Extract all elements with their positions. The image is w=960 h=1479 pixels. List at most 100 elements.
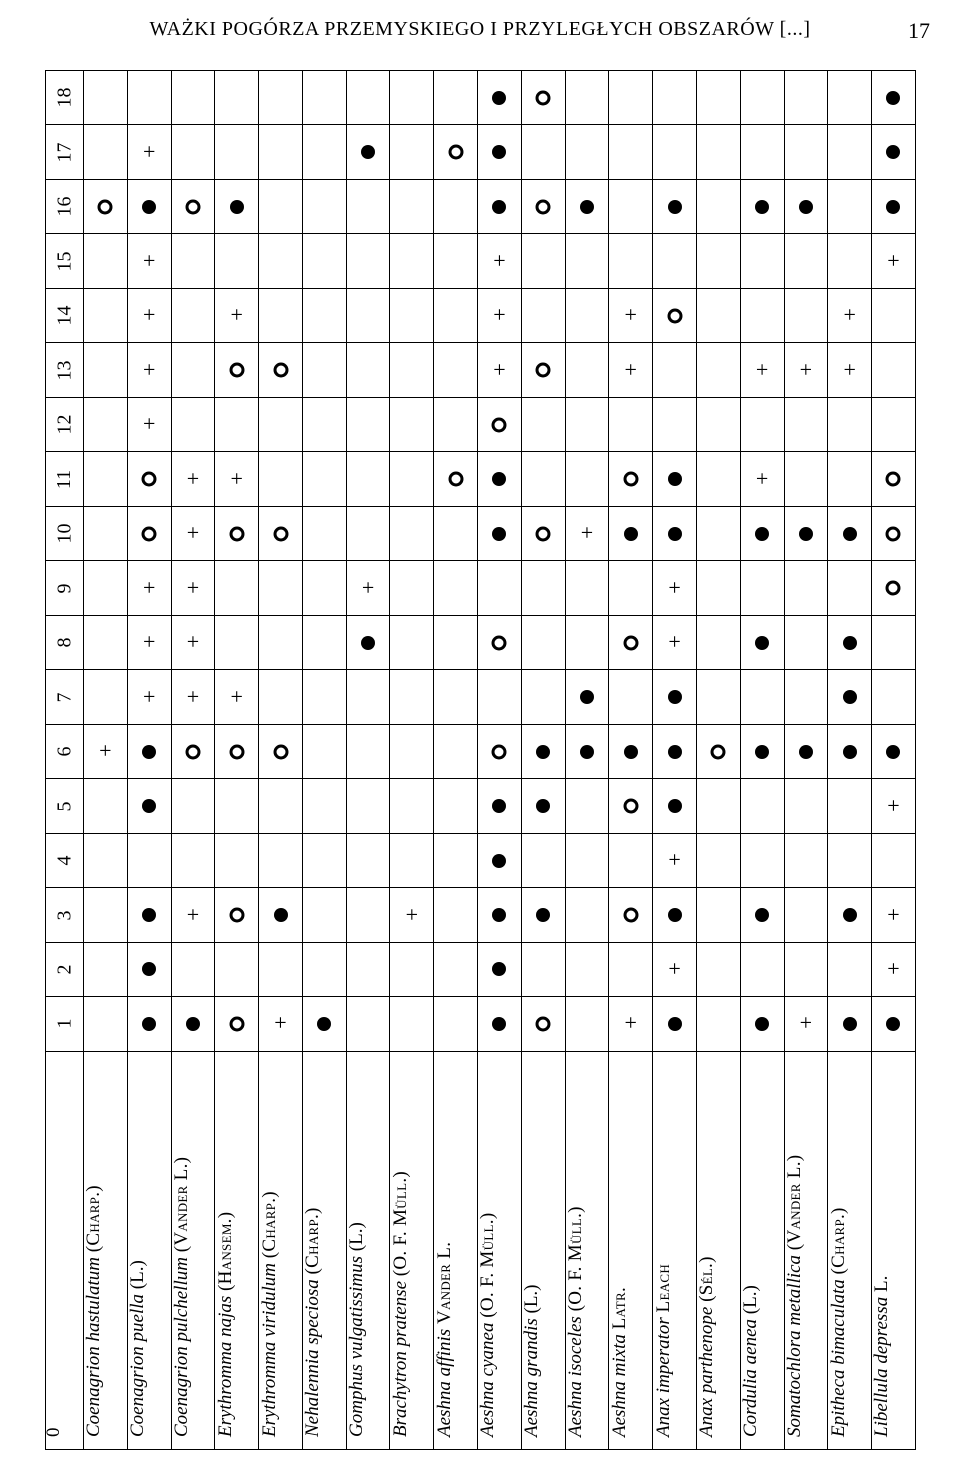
data-cell <box>127 179 171 233</box>
data-cell <box>259 452 303 506</box>
data-cell <box>740 997 784 1051</box>
data-cell <box>390 343 434 397</box>
data-cell: + <box>740 452 784 506</box>
data-cell <box>740 779 784 833</box>
data-cell <box>478 615 522 669</box>
data-cell <box>828 942 872 996</box>
data-cell: + <box>609 997 653 1051</box>
data-cell <box>215 724 259 778</box>
data-cell <box>171 179 215 233</box>
data-cell <box>696 997 740 1051</box>
data-cell <box>653 71 697 125</box>
data-cell <box>521 779 565 833</box>
data-cell <box>127 779 171 833</box>
data-cell <box>784 71 828 125</box>
data-cell <box>171 942 215 996</box>
data-cell <box>565 71 609 125</box>
data-cell <box>302 288 346 342</box>
data-cell <box>653 779 697 833</box>
data-cell <box>434 343 478 397</box>
data-cell <box>127 724 171 778</box>
data-cell <box>434 833 478 887</box>
data-cell <box>609 234 653 288</box>
row-number: 1 <box>46 997 84 1051</box>
data-cell <box>215 343 259 397</box>
data-cell: + <box>478 234 522 288</box>
data-cell <box>215 997 259 1051</box>
data-cell <box>171 779 215 833</box>
data-cell <box>828 506 872 560</box>
data-cell <box>346 670 390 724</box>
data-cell <box>609 179 653 233</box>
data-cell: + <box>215 670 259 724</box>
data-cell <box>696 71 740 125</box>
data-cell <box>127 997 171 1051</box>
data-cell <box>609 724 653 778</box>
data-cell <box>565 452 609 506</box>
data-cell <box>565 288 609 342</box>
species-label: Brachytron pratense (O. F. Müll.) <box>390 1051 434 1449</box>
species-label: Somatochlora metallica (Vander L.) <box>784 1051 828 1449</box>
data-cell <box>653 234 697 288</box>
data-cell <box>565 833 609 887</box>
data-cell <box>828 888 872 942</box>
data-cell <box>696 670 740 724</box>
data-cell <box>784 397 828 451</box>
data-cell <box>740 179 784 233</box>
data-cell <box>872 615 916 669</box>
data-cell <box>127 452 171 506</box>
data-cell: + <box>127 670 171 724</box>
data-cell <box>696 234 740 288</box>
data-cell <box>521 942 565 996</box>
data-cell <box>521 288 565 342</box>
data-cell: + <box>828 343 872 397</box>
data-cell <box>609 71 653 125</box>
data-cell: + <box>478 288 522 342</box>
species-label: Aeshna isoceles (O. F. Müll.) <box>565 1051 609 1449</box>
data-cell <box>302 452 346 506</box>
data-cell <box>259 397 303 451</box>
data-cell: + <box>872 942 916 996</box>
data-cell <box>784 888 828 942</box>
data-cell <box>259 888 303 942</box>
data-cell <box>127 833 171 887</box>
data-cell: + <box>171 615 215 669</box>
data-cell: + <box>872 888 916 942</box>
table-row: 9++++ <box>46 561 916 615</box>
data-cell <box>653 888 697 942</box>
data-cell <box>565 997 609 1051</box>
data-cell <box>521 397 565 451</box>
data-cell <box>609 506 653 560</box>
data-cell <box>521 71 565 125</box>
data-cell <box>434 71 478 125</box>
data-cell <box>302 343 346 397</box>
data-cell: + <box>84 724 128 778</box>
data-cell <box>653 343 697 397</box>
data-cell <box>478 452 522 506</box>
data-cell <box>872 452 916 506</box>
data-cell <box>872 724 916 778</box>
data-cell <box>521 506 565 560</box>
row-number: 4 <box>46 833 84 887</box>
data-cell <box>609 833 653 887</box>
data-cell <box>390 779 434 833</box>
data-cell <box>215 397 259 451</box>
data-cell <box>346 615 390 669</box>
data-cell <box>696 615 740 669</box>
data-cell <box>565 670 609 724</box>
data-cell <box>740 506 784 560</box>
data-cell <box>390 452 434 506</box>
data-cell <box>696 397 740 451</box>
species-label: Nehalennia speciosa (Charp.) <box>302 1051 346 1449</box>
table-row: 14+++++ <box>46 288 916 342</box>
data-cell <box>302 779 346 833</box>
data-cell <box>259 615 303 669</box>
data-cell: + <box>346 561 390 615</box>
species-label: Aeshna cyanea (O. F. Müll.) <box>478 1051 522 1449</box>
data-cell <box>478 888 522 942</box>
data-cell <box>302 506 346 560</box>
data-cell <box>171 125 215 179</box>
data-cell <box>872 997 916 1051</box>
data-cell <box>828 833 872 887</box>
data-cell <box>696 452 740 506</box>
